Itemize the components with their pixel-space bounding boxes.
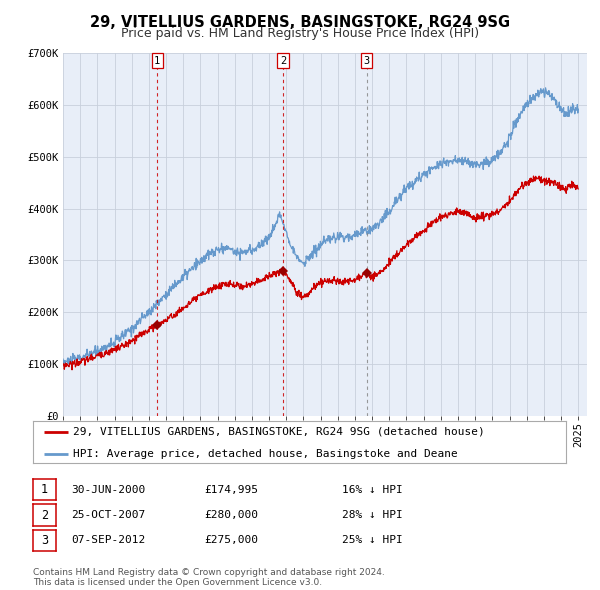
Text: 3: 3 — [364, 55, 370, 65]
Text: 16% ↓ HPI: 16% ↓ HPI — [342, 485, 403, 494]
Text: £174,995: £174,995 — [204, 485, 258, 494]
Text: 29, VITELLIUS GARDENS, BASINGSTOKE, RG24 9SG (detached house): 29, VITELLIUS GARDENS, BASINGSTOKE, RG24… — [73, 427, 485, 437]
Text: £275,000: £275,000 — [204, 536, 258, 545]
Text: Contains HM Land Registry data © Crown copyright and database right 2024.
This d: Contains HM Land Registry data © Crown c… — [33, 568, 385, 587]
Text: 3: 3 — [41, 534, 48, 547]
Text: 29, VITELLIUS GARDENS, BASINGSTOKE, RG24 9SG: 29, VITELLIUS GARDENS, BASINGSTOKE, RG24… — [90, 15, 510, 30]
Text: Price paid vs. HM Land Registry's House Price Index (HPI): Price paid vs. HM Land Registry's House … — [121, 27, 479, 40]
Text: £280,000: £280,000 — [204, 510, 258, 520]
Text: 1: 1 — [154, 55, 160, 65]
Text: 2: 2 — [41, 509, 48, 522]
Text: 28% ↓ HPI: 28% ↓ HPI — [342, 510, 403, 520]
Text: HPI: Average price, detached house, Basingstoke and Deane: HPI: Average price, detached house, Basi… — [73, 449, 458, 459]
Text: 2: 2 — [280, 55, 286, 65]
Text: 25-OCT-2007: 25-OCT-2007 — [71, 510, 145, 520]
Text: 1: 1 — [41, 483, 48, 496]
Text: 07-SEP-2012: 07-SEP-2012 — [71, 536, 145, 545]
Text: 30-JUN-2000: 30-JUN-2000 — [71, 485, 145, 494]
Text: 25% ↓ HPI: 25% ↓ HPI — [342, 536, 403, 545]
